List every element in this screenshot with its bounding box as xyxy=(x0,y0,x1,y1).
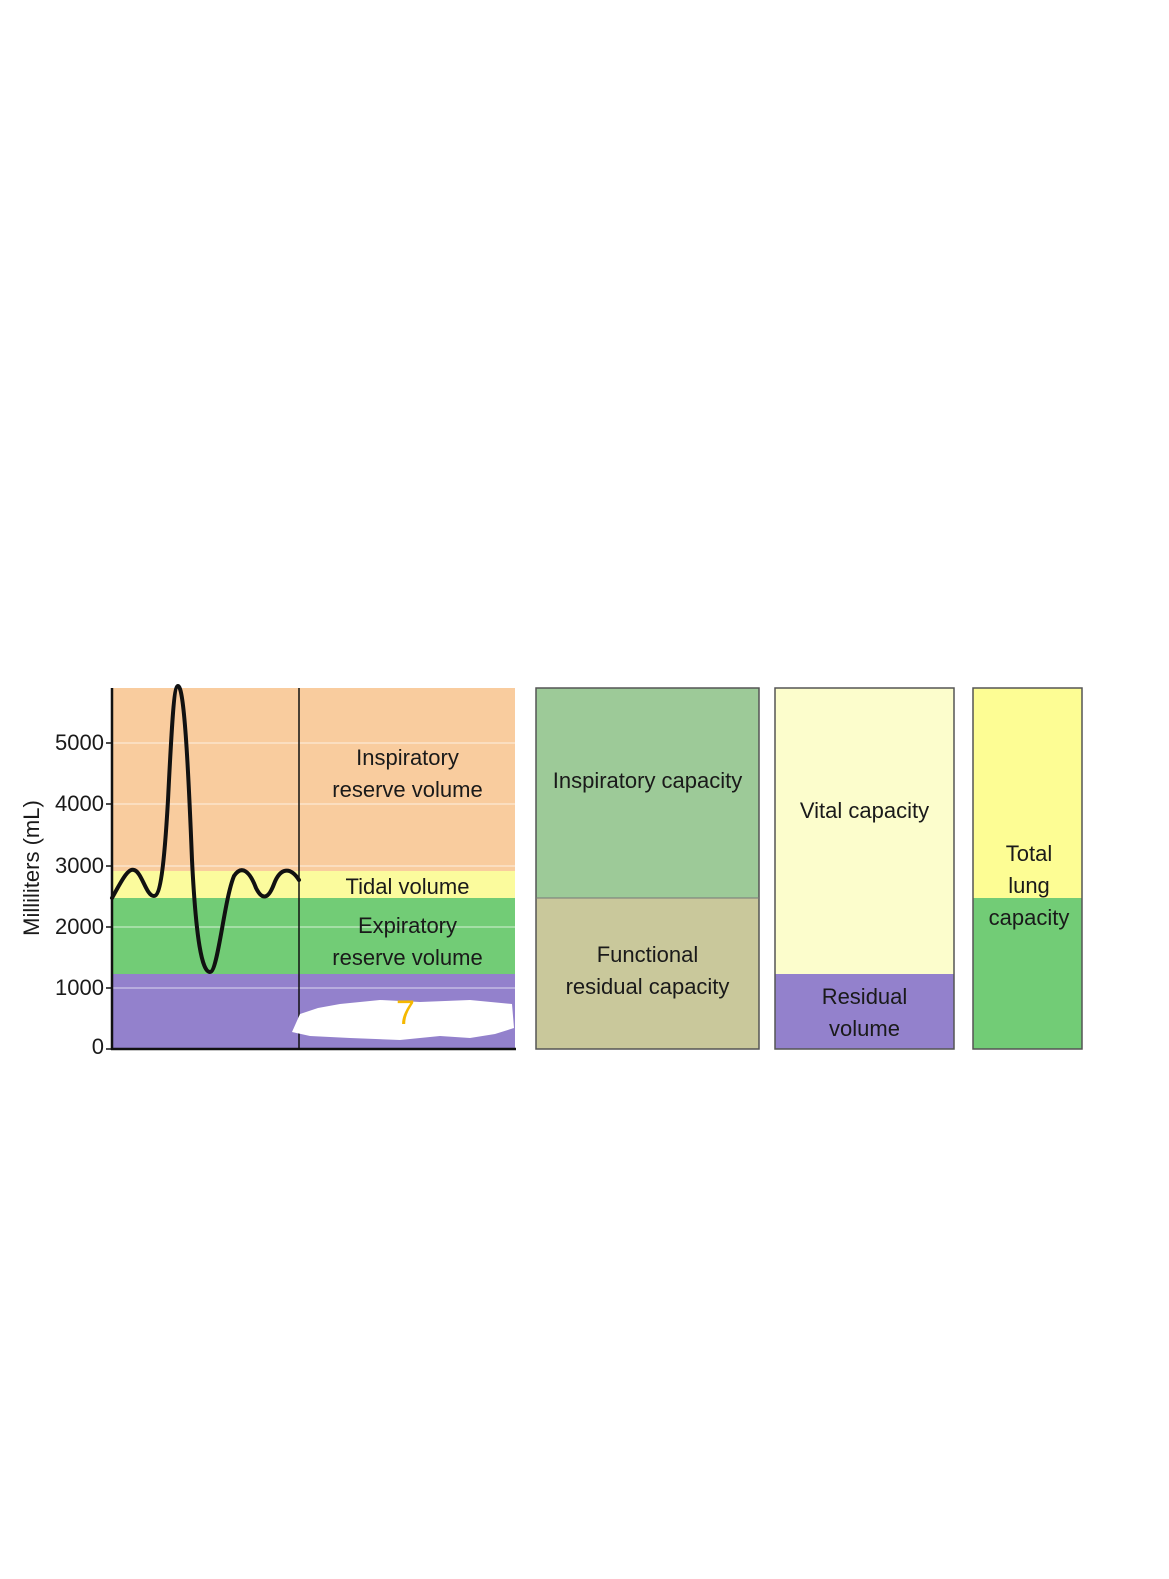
tick-label-0: 0 xyxy=(91,1034,104,1059)
label-frc: Functional residual capacity xyxy=(565,942,730,999)
spirogram-trace xyxy=(110,684,301,974)
tick-marks xyxy=(106,742,112,1050)
label-erv: Expiratory reserve volume xyxy=(332,913,483,970)
irv-band xyxy=(112,688,515,871)
frc-bar xyxy=(536,898,759,1049)
tlc-top-bar xyxy=(973,688,1082,898)
tick-label-3000: 3000 xyxy=(55,853,104,878)
tidal-band xyxy=(112,871,515,898)
tick-label-2000: 2000 xyxy=(55,914,104,939)
label-inspiratory-capacity: Inspiratory capacity xyxy=(552,768,743,793)
label-total-lung-capacity: Total lung capacity xyxy=(988,841,1070,930)
label-vital-capacity: Vital capacity xyxy=(799,798,930,823)
redaction-scribble xyxy=(292,1000,514,1040)
residual-volume-bar xyxy=(775,974,954,1049)
erv-band xyxy=(112,898,515,974)
tick-label-5000: 5000 xyxy=(55,730,104,755)
label-tidal-volume: Tidal volume xyxy=(345,874,470,899)
label-residual-volume: Residual volume xyxy=(821,984,908,1041)
bar-1-outline xyxy=(535,687,760,1050)
tick-label-1000: 1000 xyxy=(55,975,104,1000)
vital-capacity-bar xyxy=(775,688,954,974)
bar-3-outline xyxy=(972,687,1083,1050)
inspiratory-capacity-bar xyxy=(536,688,759,898)
bar-2-outline xyxy=(774,687,955,1050)
tlc-bottom-bar xyxy=(973,898,1082,1049)
y-axis-label: Milliliters (mL) xyxy=(19,800,44,936)
tick-label-4000: 4000 xyxy=(55,791,104,816)
gridlines xyxy=(112,742,515,989)
handwritten-annotation: 7 xyxy=(396,994,415,1032)
label-irv: Inspiratory reserve volume xyxy=(332,745,483,802)
